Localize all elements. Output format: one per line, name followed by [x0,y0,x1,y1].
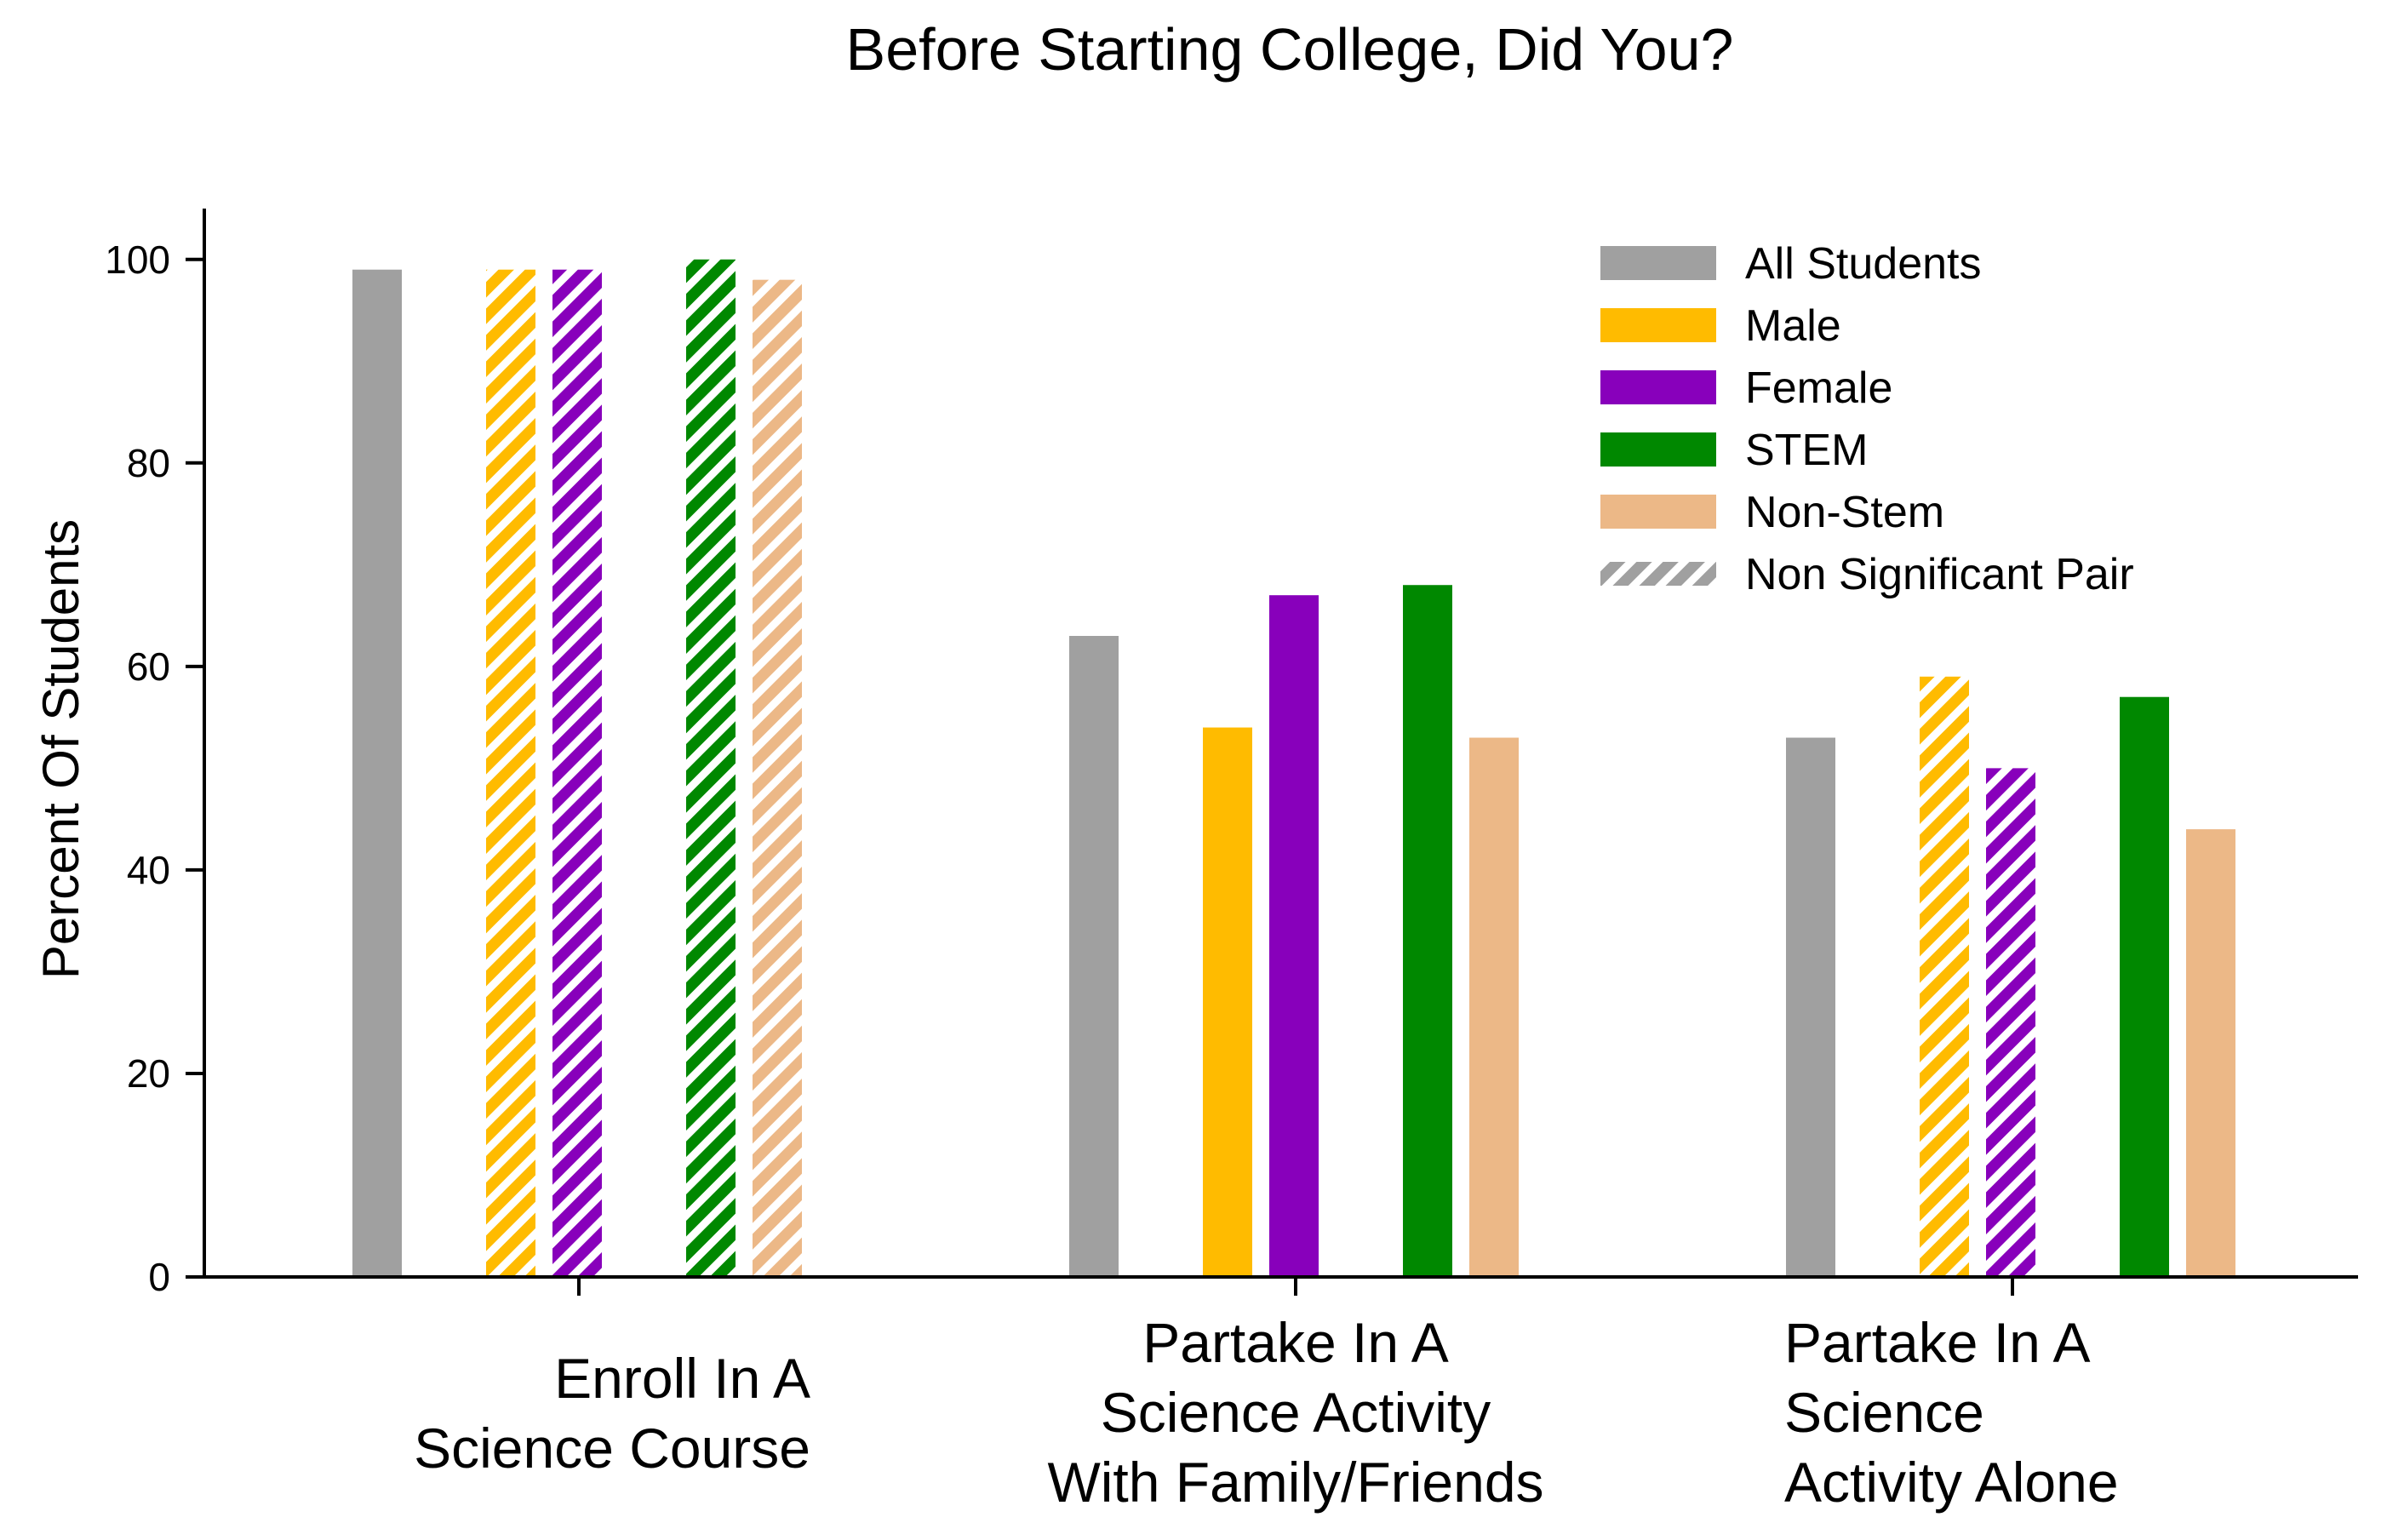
x-tick-label-3-line-1: Partake In A [1784,1311,2091,1374]
bar-all-students-1 [352,269,402,1277]
bar-male-2 [1203,727,1252,1277]
x-tick-label-2-line-1: Partake In A [1142,1311,1449,1374]
y-tick-label-20: 20 [127,1051,170,1096]
legend-swatch-female [1600,370,1716,404]
bar-stem-2 [1403,585,1452,1277]
y-tick-label-100: 100 [105,238,170,282]
x-tick-label-2-line-3: With Family/Friends [1047,1451,1543,1514]
bars-group [352,259,2235,1278]
y-tick-label-60: 60 [127,644,170,689]
bar-female-3 [1986,768,2035,1277]
x-tick-label-1: Enroll In A Science Course [414,1347,810,1480]
bar-female-2 [1269,595,1319,1277]
axes-group: 0 20 40 60 80 100 Enroll In A Science Course Par… [105,209,2358,1514]
legend-swatch-all-students [1600,246,1716,280]
bar-stem-3 [2120,696,2169,1277]
y-tick-label-0: 0 [148,1255,170,1299]
legend-swatch-stem [1600,432,1716,467]
legend-label-non-significant-pair: Non Significant Pair [1745,550,2134,599]
legend-label-non-stem: Non-Stem [1745,488,1944,537]
x-tick-label-3: Partake In A Science Activity Alone [1784,1311,2119,1514]
bar-male-1 [486,269,535,1277]
legend-label-all-students: All Students [1745,239,1982,289]
y-tick-label-40: 40 [127,848,170,892]
legend-label-female: Female [1745,364,1892,413]
bar-non-stem-1 [753,279,802,1278]
x-tick-label-3-line-3: Activity Alone [1784,1451,2119,1514]
legend-swatch-non-stem [1600,495,1716,529]
bar-female-1 [552,269,602,1277]
legend-label-stem: STEM [1745,426,1868,475]
x-tick-label-2-line-2: Science Activity [1101,1381,1491,1444]
bar-non-stem-2 [1469,737,1519,1277]
chart-title: Before Starting College, Did You? [846,16,1734,83]
y-tick-label-80: 80 [127,441,170,485]
y-axis-label: Percent Of Students [32,519,89,979]
bar-all-students-2 [1069,636,1119,1277]
legend: All Students Male Female STEM Non-Stem Non Si… [1600,239,2134,599]
bar-all-students-3 [1786,737,1835,1277]
legend-swatch-male [1600,308,1716,342]
legend-label-male: Male [1745,301,1841,351]
bar-male-3 [1920,676,1969,1277]
bar-stem-1 [686,259,736,1277]
x-tick-label-1-line-2: Science Course [414,1417,810,1480]
bar-non-stem-3 [2186,829,2235,1277]
legend-swatch-non-significant-pair [1600,562,1716,586]
x-tick-label-2: Partake In A Science Activity With Family/… [1047,1311,1543,1514]
x-tick-label-3-line-2: Science [1784,1381,1984,1444]
x-tick-label-1-line-1: Enroll In A [554,1347,810,1410]
